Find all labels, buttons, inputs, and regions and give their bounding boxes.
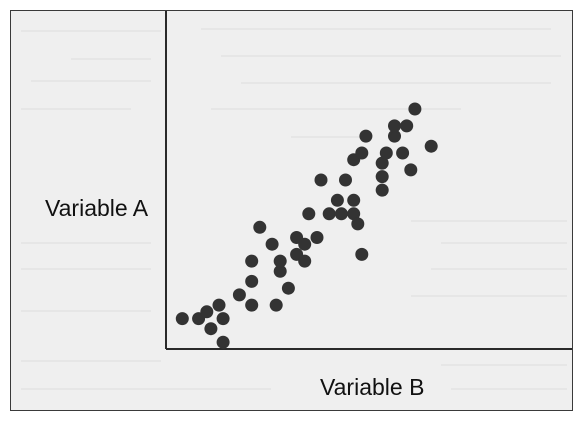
data-point (375, 170, 389, 184)
data-point (310, 231, 324, 244)
data-point (424, 139, 438, 153)
data-point (273, 264, 287, 278)
data-point (375, 183, 389, 197)
data-point (379, 146, 393, 160)
data-point (212, 298, 226, 312)
data-point (298, 237, 312, 251)
data-point (216, 312, 230, 326)
x-axis-label: Variable B (320, 374, 425, 400)
data-point (330, 193, 344, 207)
data-point (400, 119, 414, 133)
data-point (347, 193, 361, 207)
figure-frame: Variable A Variable B (10, 10, 573, 411)
data-point (334, 207, 348, 221)
data-point (375, 156, 389, 170)
data-point (404, 163, 418, 177)
data-point (204, 322, 218, 336)
scatter-plot (165, 11, 572, 350)
data-point (314, 173, 328, 187)
data-point (200, 305, 214, 319)
data-point (388, 119, 401, 133)
data-point (269, 298, 283, 312)
data-point (273, 254, 287, 268)
data-point (408, 102, 422, 116)
data-point (216, 335, 230, 349)
data-point (175, 312, 189, 326)
data-point (396, 146, 410, 160)
data-point (388, 129, 401, 143)
data-point (302, 207, 316, 221)
data-point (339, 173, 352, 187)
y-axis-label: Variable A (45, 195, 149, 221)
data-point (245, 254, 259, 268)
data-point (355, 247, 369, 261)
data-point (347, 207, 361, 221)
data-point (298, 254, 312, 268)
data-point (281, 281, 295, 295)
data-point (265, 237, 279, 251)
data-point (359, 129, 373, 143)
data-point (355, 146, 369, 160)
data-point (351, 217, 365, 231)
data-point (322, 207, 336, 221)
background-texture (21, 28, 567, 390)
data-point (245, 298, 259, 312)
data-point (232, 288, 246, 302)
data-point (245, 274, 259, 288)
data-point (253, 220, 267, 234)
